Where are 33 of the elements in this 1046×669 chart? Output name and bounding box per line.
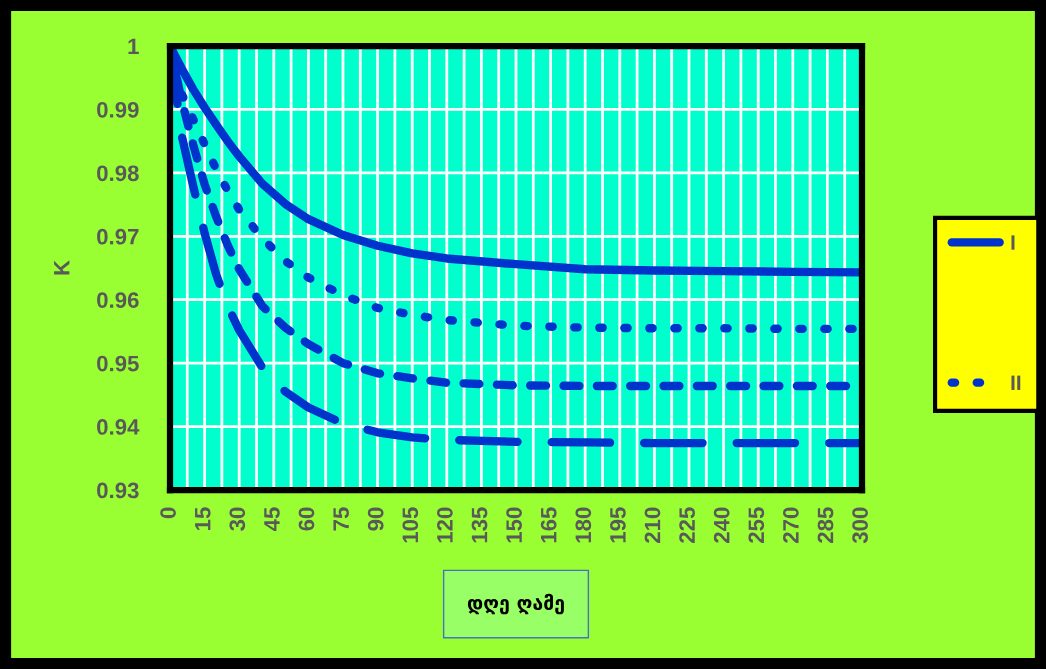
- y-tick-label: 1: [128, 38, 139, 55]
- x-tick-label: 75: [333, 507, 349, 531]
- y-axis-title: K: [54, 260, 70, 275]
- y-tick-label: 0.97: [97, 228, 139, 245]
- x-tick-label: 210: [644, 507, 661, 543]
- x-tick-label: 135: [471, 507, 488, 543]
- y-tick-label: 0.93: [97, 482, 139, 499]
- x-tick-label: 90: [367, 507, 384, 531]
- x-tick-label: 300: [852, 507, 868, 544]
- x-tick-label: 180: [575, 507, 592, 543]
- x-axis-title: დღე ღამე: [467, 593, 564, 615]
- y-tick-label: 0.99: [97, 101, 139, 118]
- x-tick-label: 240: [713, 507, 730, 543]
- legend-label: II: [1011, 375, 1021, 390]
- x-tick-label: 45: [264, 507, 280, 532]
- x-tick-label: 255: [748, 507, 765, 543]
- x-tick-label: 60: [298, 507, 315, 531]
- y-tick-label: 0.96: [97, 292, 139, 308]
- x-tick-label: 285: [817, 507, 834, 543]
- y-tick-label: 0.94: [97, 419, 140, 435]
- x-tick-label: 150: [506, 507, 522, 543]
- x-tick-label: 30: [229, 507, 246, 531]
- x-tick-label: 15: [195, 507, 211, 530]
- x-tick-label: 0: [160, 507, 176, 519]
- y-tick-label: 0.95: [97, 355, 139, 372]
- x-tick-label: 165: [540, 507, 557, 543]
- x-tick-label: 105: [402, 507, 419, 543]
- x-tick-label: 120: [437, 507, 453, 543]
- x-tick-label: 225: [679, 507, 695, 543]
- y-tick-label: 0.98: [97, 165, 139, 182]
- legend-label: I: [1011, 235, 1015, 250]
- x-tick-label: 195: [610, 507, 626, 543]
- x-tick-label: 270: [783, 507, 799, 543]
